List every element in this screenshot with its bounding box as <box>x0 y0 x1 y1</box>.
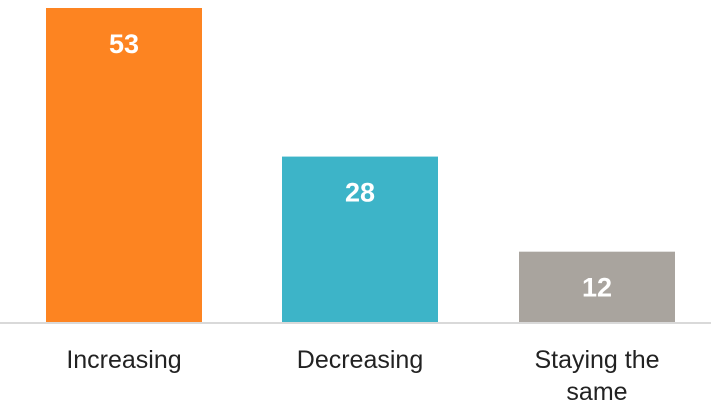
x-tick-label-2: Staying the same <box>534 346 659 406</box>
data-label-0: 53 <box>109 29 139 59</box>
bar-1 <box>282 156 438 323</box>
x-tick-label-line: Staying the <box>534 346 659 374</box>
bar-0 <box>46 8 202 323</box>
x-tick-label-1: Decreasing <box>297 346 423 374</box>
x-tick-labels-group: Increasing Decreasing Staying the same <box>66 346 659 406</box>
data-label-1: 28 <box>345 178 375 208</box>
x-tick-label-line: Decreasing <box>297 346 423 374</box>
bar-2 <box>519 251 675 323</box>
x-tick-label-line: Increasing <box>66 346 181 374</box>
data-label-2: 12 <box>582 273 612 303</box>
data-labels-group: 53 28 12 <box>109 29 612 303</box>
bars-group <box>46 8 675 323</box>
x-tick-label-line: same <box>566 378 627 406</box>
x-tick-label-0: Increasing <box>66 346 181 374</box>
